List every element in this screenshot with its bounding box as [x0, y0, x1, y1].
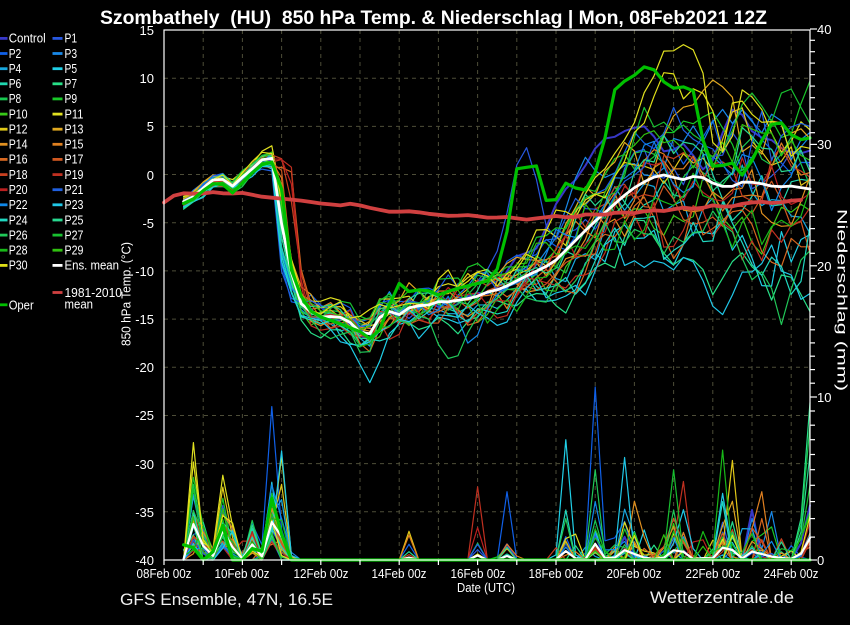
- svg-text:20Feb 00z: 20Feb 00z: [607, 567, 662, 581]
- svg-text:Szombathely (HU) 850 hPa Tem: Szombathely (HU) 850 hPa Temp. & Nieders…: [100, 8, 767, 29]
- svg-text:-30: -30: [135, 457, 154, 472]
- svg-text:08Feb 00z: 08Feb 00z: [137, 567, 192, 581]
- svg-text:Niederschlag (mm): Niederschlag (mm): [835, 209, 850, 391]
- svg-text:P2: P2: [9, 47, 22, 61]
- svg-text:P22: P22: [9, 198, 28, 212]
- svg-text:P12: P12: [9, 123, 28, 137]
- svg-text:0: 0: [817, 553, 824, 568]
- svg-text:-25: -25: [135, 408, 154, 423]
- svg-text:24Feb 00z: 24Feb 00z: [764, 567, 819, 581]
- svg-text:P21: P21: [65, 183, 84, 197]
- svg-text:-20: -20: [135, 360, 154, 375]
- svg-text:10: 10: [817, 390, 831, 405]
- svg-text:P1: P1: [65, 32, 78, 46]
- svg-text:Wetterzentrale.de: Wetterzentrale.de: [650, 589, 794, 607]
- svg-text:P20: P20: [9, 183, 28, 197]
- svg-text:P9: P9: [65, 92, 78, 106]
- svg-text:P13: P13: [65, 123, 84, 137]
- svg-text:P28: P28: [9, 244, 28, 258]
- svg-text:mean: mean: [65, 298, 94, 312]
- svg-text:P17: P17: [65, 153, 84, 167]
- svg-text:P16: P16: [9, 153, 28, 167]
- svg-text:12Feb 00z: 12Feb 00z: [294, 567, 349, 581]
- svg-text:P15: P15: [65, 138, 84, 152]
- svg-text:P14: P14: [9, 138, 28, 152]
- svg-text:-40: -40: [135, 553, 154, 568]
- svg-text:P19: P19: [65, 168, 84, 182]
- svg-text:20: 20: [817, 259, 831, 274]
- svg-text:40: 40: [817, 22, 831, 37]
- svg-text:18Feb 00z: 18Feb 00z: [529, 567, 584, 581]
- svg-text:P25: P25: [65, 213, 84, 227]
- svg-text:P6: P6: [9, 77, 22, 91]
- svg-text:P24: P24: [9, 213, 28, 227]
- svg-text:P3: P3: [65, 47, 78, 61]
- svg-text:-10: -10: [135, 264, 154, 279]
- svg-text:P26: P26: [9, 228, 28, 242]
- svg-text:P18: P18: [9, 168, 28, 182]
- svg-text:-5: -5: [142, 216, 154, 231]
- svg-text:P7: P7: [65, 77, 78, 91]
- svg-text:P27: P27: [65, 228, 84, 242]
- svg-text:22Feb 00z: 22Feb 00z: [686, 567, 741, 581]
- svg-text:P11: P11: [65, 107, 84, 121]
- svg-text:5: 5: [147, 119, 154, 134]
- svg-text:30: 30: [817, 137, 831, 152]
- svg-text:Control: Control: [9, 32, 46, 46]
- svg-text:P8: P8: [9, 92, 22, 106]
- svg-text:14Feb 00z: 14Feb 00z: [372, 567, 427, 581]
- svg-text:GFS Ensemble, 47N, 16.5E: GFS Ensemble, 47N, 16.5E: [120, 590, 333, 609]
- svg-text:10Feb 00z: 10Feb 00z: [215, 567, 270, 581]
- svg-text:Ens. mean: Ens. mean: [65, 259, 120, 273]
- svg-text:15: 15: [140, 23, 154, 38]
- svg-text:P23: P23: [65, 198, 84, 212]
- svg-text:Oper: Oper: [9, 298, 34, 312]
- svg-text:-35: -35: [135, 505, 154, 520]
- svg-text:P29: P29: [65, 244, 84, 258]
- svg-text:P4: P4: [9, 62, 22, 76]
- svg-text:P30: P30: [9, 259, 28, 273]
- svg-text:Date (UTC): Date (UTC): [457, 581, 515, 595]
- svg-text:16Feb 00z: 16Feb 00z: [451, 567, 506, 581]
- svg-text:0: 0: [147, 168, 154, 183]
- svg-text:-15: -15: [135, 312, 154, 327]
- svg-text:P5: P5: [65, 62, 78, 76]
- svg-text:P10: P10: [9, 107, 28, 121]
- svg-text:10: 10: [140, 71, 154, 86]
